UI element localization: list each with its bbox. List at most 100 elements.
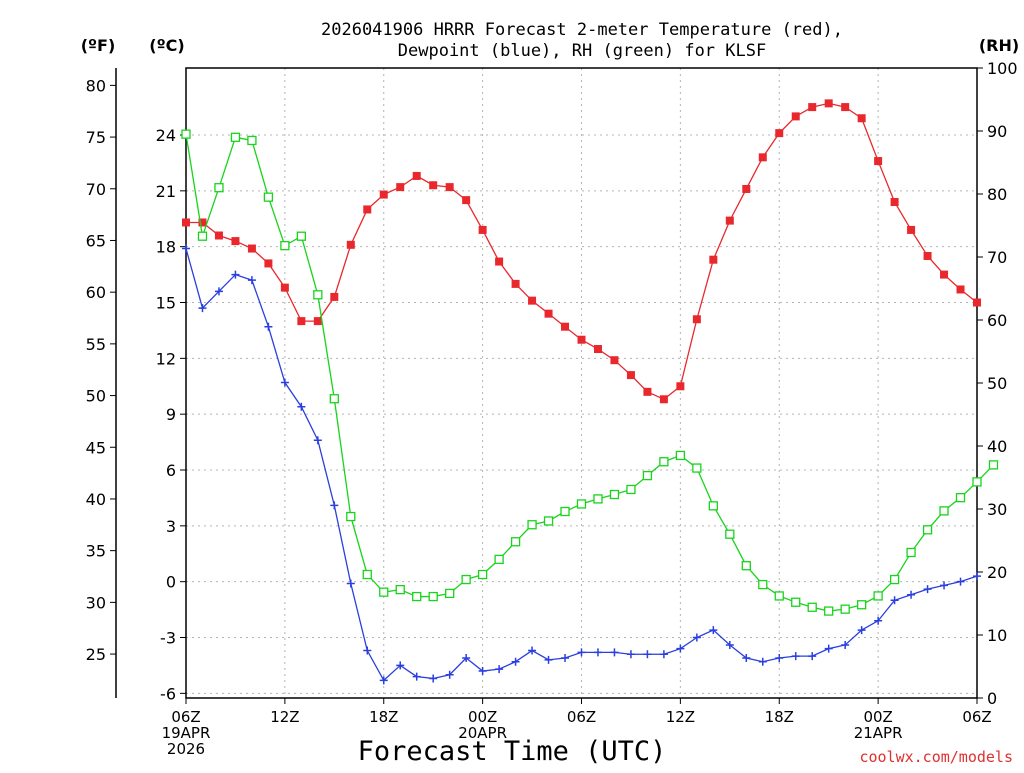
temperature-point xyxy=(396,183,405,192)
credit-text: coolwx.com/models xyxy=(859,748,1013,766)
rh-point xyxy=(873,591,883,601)
rh-tick-label: 10 xyxy=(987,626,1007,645)
temperature-point xyxy=(495,257,504,266)
celsius-tick-label: 24 xyxy=(156,126,176,145)
x-tick-label: 20APR xyxy=(458,724,507,742)
series-lines xyxy=(181,99,999,685)
temperature-point xyxy=(692,315,701,324)
temperature-point xyxy=(247,244,256,253)
rh-point xyxy=(609,489,620,500)
dewpoint-point xyxy=(923,585,932,594)
fahrenheit-tick-label: 45 xyxy=(86,438,106,457)
fahrenheit-tick-label: 50 xyxy=(86,387,106,406)
fahrenheit-tick-label: 25 xyxy=(86,645,106,664)
dewpoint-point xyxy=(593,648,602,657)
celsius-tick-label: 12 xyxy=(156,349,176,368)
temperature-point xyxy=(791,112,800,121)
dewpoint-point xyxy=(577,648,586,657)
temperature-point xyxy=(462,196,471,205)
temperature-point xyxy=(544,309,553,318)
plot-frame xyxy=(185,67,978,699)
dewpoint-point xyxy=(214,287,223,296)
temperature-point xyxy=(429,181,438,190)
rh-tick-label: 70 xyxy=(987,248,1007,267)
dewpoint-point xyxy=(247,276,256,285)
temperature-point xyxy=(577,335,586,344)
temperature-point xyxy=(808,103,817,112)
fahrenheit-unit-label: (ºF) xyxy=(81,36,116,55)
rh-point xyxy=(346,511,356,522)
temperature-point xyxy=(346,240,355,249)
x-tick-label: 00Z xyxy=(468,708,497,726)
x-tick-label: 19APR xyxy=(162,724,211,742)
dewpoint-point xyxy=(429,674,438,683)
temperature-point xyxy=(725,216,734,225)
rh-point xyxy=(708,501,718,511)
fahrenheit-tick-label: 30 xyxy=(86,593,106,612)
rh-point xyxy=(428,591,438,602)
dewpoint-point xyxy=(940,581,949,590)
rh-point xyxy=(214,183,224,193)
dewpoint-point xyxy=(528,646,537,655)
temperature-point xyxy=(643,387,652,396)
rh-point xyxy=(725,529,735,539)
temperature-point xyxy=(511,279,520,288)
rh-point xyxy=(362,569,372,580)
rh-point xyxy=(527,520,537,530)
rh-point xyxy=(560,506,570,517)
rh-point xyxy=(412,591,422,602)
dewpoint-point xyxy=(182,244,190,253)
celsius-tick-label: 18 xyxy=(156,238,176,257)
fahrenheit-tick-label: 55 xyxy=(86,335,106,354)
dewpoint-point xyxy=(890,596,899,605)
dewpoint-point xyxy=(231,270,240,279)
rh-point xyxy=(280,241,290,251)
temperature-point xyxy=(758,153,767,162)
rh-point xyxy=(906,547,916,558)
temperature-point xyxy=(676,382,685,391)
rh-point xyxy=(477,569,488,580)
temperature-point xyxy=(214,231,223,240)
temperature-point xyxy=(973,298,981,307)
dewpoint-point xyxy=(758,657,767,666)
rh-point xyxy=(774,591,784,601)
temperature-point xyxy=(709,255,718,264)
rh-tick-label: 80 xyxy=(987,185,1007,204)
rh-point xyxy=(955,493,966,503)
dewpoint-point xyxy=(907,590,916,599)
dewpoint-point xyxy=(874,616,883,625)
fahrenheit-tick-label: 75 xyxy=(86,128,106,147)
rh-tick-label: 90 xyxy=(987,122,1007,141)
rh-point xyxy=(313,290,323,300)
rh-unit-label: (RH) xyxy=(979,36,1019,55)
dewpoint-point xyxy=(297,402,306,411)
temperature-point xyxy=(923,251,932,260)
temperature-point xyxy=(363,205,372,214)
dewpoint-point xyxy=(808,652,817,661)
temperature-point xyxy=(297,317,306,326)
rh-point xyxy=(510,537,521,547)
fahrenheit-tick-label: 80 xyxy=(86,76,106,95)
temperature-point xyxy=(379,190,388,199)
temperature-point xyxy=(330,292,339,301)
temperature-point xyxy=(412,171,421,180)
celsius-tick-label: 0 xyxy=(166,573,176,592)
rh-point xyxy=(445,588,455,599)
rh-point xyxy=(972,477,982,487)
rh-point xyxy=(197,231,208,241)
x-tick-label: 21APR xyxy=(854,724,903,742)
dewpoint-point xyxy=(478,667,487,676)
temperature-point xyxy=(659,395,668,404)
rh-point xyxy=(758,579,768,590)
dewpoint-point xyxy=(692,633,701,642)
x-tick-label: 06Z xyxy=(171,708,200,726)
temperature-point xyxy=(841,103,850,112)
rh-point xyxy=(922,525,933,535)
dewpoint-point xyxy=(775,653,784,662)
rh-point xyxy=(741,561,751,571)
fahrenheit-tick-label: 35 xyxy=(86,542,106,561)
rh-tick-label: 60 xyxy=(987,311,1007,330)
dewpoint-point xyxy=(956,577,965,586)
temperature-point xyxy=(956,285,965,294)
